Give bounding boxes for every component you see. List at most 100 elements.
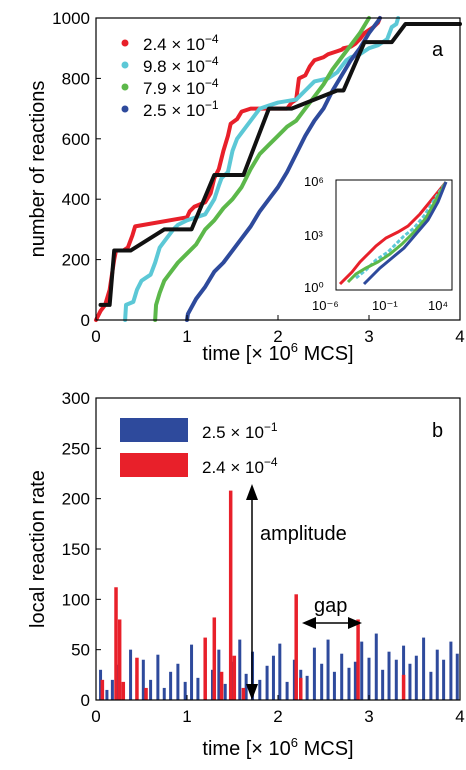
legend-b-item-1: 2.5 × 10−1 xyxy=(120,418,278,442)
inset-series-red xyxy=(338,181,448,286)
legend-marker-1 xyxy=(121,39,129,47)
bar-blue xyxy=(149,679,153,700)
inset-xtick-2: 10⁻¹ xyxy=(372,298,398,313)
bar-red xyxy=(401,674,406,700)
panel-a-xtick-label: 2 xyxy=(273,327,282,346)
panel-b-xtick-label: 1 xyxy=(182,707,191,726)
panel-b-letter: b xyxy=(432,420,443,442)
bar-red xyxy=(212,617,217,700)
bar-red xyxy=(114,587,118,700)
panel-b-xlabel: time [× 106 MCS] xyxy=(202,735,353,760)
legend-b-item-2: 2.4 × 10−4 xyxy=(120,453,278,477)
bar-red xyxy=(294,594,298,700)
bar-blue xyxy=(238,639,242,700)
gap-label: gap xyxy=(314,595,347,617)
bar-blue xyxy=(196,677,200,700)
panel-a-series xyxy=(94,16,462,322)
panel-a-xtick-label: 3 xyxy=(364,327,373,346)
panel-a-xtick-label: 4 xyxy=(455,327,464,346)
series-line-3 xyxy=(153,16,371,322)
legend-item-2: 9.8 × 10−4 xyxy=(121,54,219,76)
bar-blue xyxy=(320,663,324,700)
legend-marker-2 xyxy=(121,61,129,69)
panel-a-xlabel: time [× 106 MCS] xyxy=(202,340,353,365)
panel-b-ticks: 0 1 2 3 4 0 50 100 150 200 250 300 xyxy=(62,389,465,726)
bar-blue xyxy=(278,643,282,700)
panel-a-ytick-label: 400 xyxy=(62,190,90,209)
legend-b-swatch-1 xyxy=(120,418,188,442)
amplitude-arrow-bottom xyxy=(246,684,258,700)
panel-b-ytick-label: 0 xyxy=(81,691,90,710)
series-step-line xyxy=(98,22,462,307)
inset-series-green xyxy=(346,181,448,284)
bar-red xyxy=(219,671,224,700)
panel-a-legend: 2.4 × 10−4 9.8 × 10−4 7.9 × 10−4 2.5 × 1… xyxy=(121,32,219,120)
bar-blue xyxy=(258,679,262,700)
legend-label-4: 2.5 × 10−1 xyxy=(143,98,219,120)
bar-blue xyxy=(271,655,275,700)
panel-b-ylabel: local reaction rate xyxy=(27,470,49,628)
bar-red xyxy=(203,637,207,700)
inset-xtick-1: 10⁻⁶ xyxy=(312,298,339,313)
panel-a-ticks: 0 1 2 3 4 0 200 400 600 800 1000 xyxy=(52,9,465,346)
inset-ytick-3: 10⁰ xyxy=(304,280,324,295)
bar-blue xyxy=(231,661,234,700)
bar-blue xyxy=(265,665,269,700)
amplitude-label: amplitude xyxy=(260,523,347,545)
bar-blue xyxy=(285,681,289,700)
panel-b-ytick-label: 100 xyxy=(62,590,90,609)
panel-b-ytick-label: 300 xyxy=(62,389,90,408)
panel-b: 0 1 2 3 4 0 50 100 150 200 250 300 time [× 106 MCS]… xyxy=(27,389,465,760)
inset-ytick-2: 10³ xyxy=(304,228,323,243)
bar-blue xyxy=(435,649,439,700)
bar-blue xyxy=(408,663,412,700)
bar-red xyxy=(299,677,303,700)
panel-a-letter: a xyxy=(432,39,444,61)
bar-blue xyxy=(217,649,221,700)
bar-blue xyxy=(332,671,336,700)
bar-red xyxy=(144,687,148,700)
panel-a-inset: 10⁶ 10³ 10⁰ 10⁻⁶ 10⁻¹ 10⁴ xyxy=(304,174,453,313)
bar-blue xyxy=(387,651,391,700)
bar-blue xyxy=(99,669,103,700)
series-line-1 xyxy=(94,16,382,322)
bar-blue xyxy=(367,657,371,700)
bar-blue xyxy=(190,644,194,700)
bar-blue xyxy=(292,659,296,700)
bar-blue xyxy=(347,667,351,700)
panel-b-ytick-label: 250 xyxy=(62,439,90,458)
panel-a-xtick-label: 0 xyxy=(91,327,100,346)
bar-blue xyxy=(353,661,357,700)
panel-a-ylabel: number of reactions xyxy=(27,81,49,258)
inset-ytick-1: 10⁶ xyxy=(304,174,324,189)
bar-blue xyxy=(312,647,316,700)
panel-a-ytick-label: 800 xyxy=(62,69,90,88)
panel-b-xtick-label: 2 xyxy=(273,707,282,726)
legend-b-swatch-2 xyxy=(120,453,188,477)
amplitude-arrow-top xyxy=(246,484,258,500)
bar-red xyxy=(241,687,246,700)
bar-blue xyxy=(360,641,364,700)
bar-blue xyxy=(162,687,166,700)
bar-blue xyxy=(169,671,173,700)
bar-red xyxy=(356,619,360,700)
panel-b-ytick-label: 200 xyxy=(62,490,90,509)
legend-b-label-1: 2.5 × 10−1 xyxy=(202,420,278,442)
bar-red xyxy=(100,679,105,700)
gap-arrow-left xyxy=(302,617,316,629)
legend-label-3: 7.9 × 10−4 xyxy=(143,76,219,98)
amplitude-annotation: amplitude xyxy=(246,484,347,700)
bar-blue xyxy=(429,671,433,700)
bar-red xyxy=(228,490,233,700)
bar-red xyxy=(121,681,126,700)
legend-item-3: 7.9 × 10−4 xyxy=(121,76,219,98)
bar-blue xyxy=(402,645,406,700)
bar-blue xyxy=(105,689,109,700)
bar-blue xyxy=(422,637,426,700)
bar-blue xyxy=(244,673,248,700)
bar-blue xyxy=(340,653,344,700)
panel-a-xtick-label: 1 xyxy=(182,327,191,346)
gap-arrow-right xyxy=(348,617,362,629)
bar-blue xyxy=(394,659,398,700)
